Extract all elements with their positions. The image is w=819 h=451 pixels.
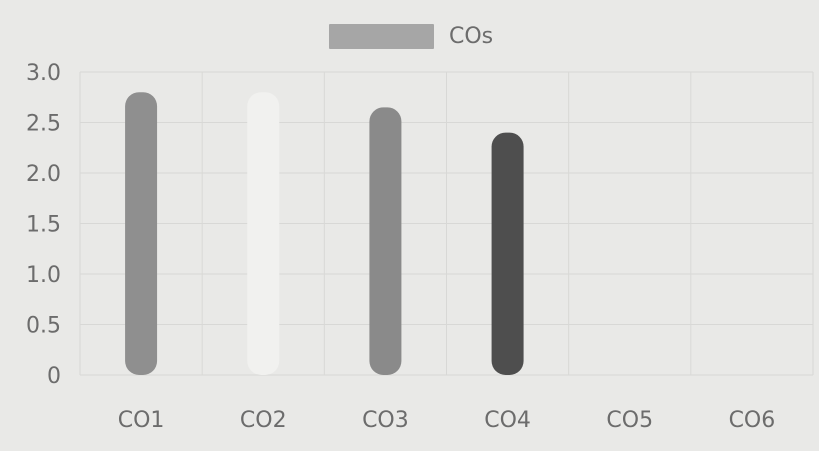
x-tick-label: CO3 bbox=[362, 408, 409, 433]
x-tick-label: CO4 bbox=[484, 408, 531, 433]
bar-co4 bbox=[491, 132, 524, 375]
x-axis-ticks: CO1 CO2 CO3 CO4 CO5 CO6 bbox=[118, 408, 776, 433]
bar-co1 bbox=[125, 92, 158, 375]
x-tick-label: CO1 bbox=[118, 408, 165, 433]
bars bbox=[125, 92, 524, 375]
gridlines bbox=[79, 71, 814, 376]
x-tick-label: CO5 bbox=[606, 408, 653, 433]
x-tick-label: CO2 bbox=[240, 408, 287, 433]
y-tick-label: 2.0 bbox=[26, 162, 61, 187]
legend-swatch bbox=[329, 24, 434, 49]
x-tick-label: CO6 bbox=[729, 408, 776, 433]
y-axis-ticks: 3.0 2.5 2.0 1.5 1.0 0.5 0 bbox=[26, 61, 61, 389]
y-tick-label: 0 bbox=[47, 364, 61, 389]
bar-co3 bbox=[369, 107, 402, 375]
y-tick-label: 0.5 bbox=[26, 314, 61, 339]
y-tick-label: 1.0 bbox=[26, 263, 61, 288]
y-tick-label: 2.5 bbox=[26, 112, 61, 137]
y-tick-label: 3.0 bbox=[26, 61, 61, 86]
bar-co2 bbox=[247, 92, 280, 375]
legend: COs bbox=[329, 24, 493, 49]
legend-label: COs bbox=[449, 24, 493, 49]
y-tick-label: 1.5 bbox=[26, 213, 61, 238]
